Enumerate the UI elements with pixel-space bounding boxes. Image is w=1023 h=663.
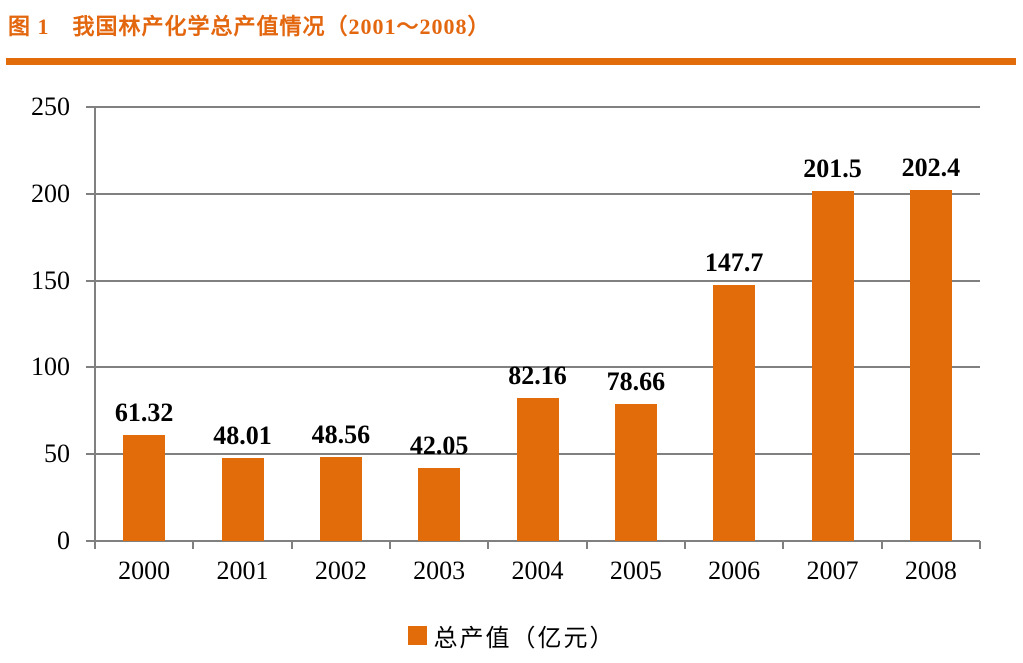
y-tick-100 — [86, 366, 95, 369]
y-axis-tick-label: 100 — [31, 352, 70, 382]
plot-area: 61.32 48.01 48.56 42.05 82.16 78.66 147.7 201.5… — [86, 106, 981, 549]
figure-title: 图 1 我国林产化学总产值情况（2001～2008） — [8, 14, 491, 39]
x-axis-label-2000: 2000 — [118, 556, 171, 585]
x-tick — [880, 541, 883, 549]
y-tick-250 — [86, 106, 95, 108]
x-axis-label-2008: 2008 — [904, 556, 957, 585]
title-rule — [6, 58, 1016, 65]
x-axis-label-2003: 2003 — [413, 556, 466, 585]
gridline-0 — [95, 540, 980, 542]
x-axis-label-2001: 2001 — [216, 556, 269, 585]
gridline-200 — [95, 192, 980, 195]
bar-value-label-2004: 82.16 — [508, 361, 567, 391]
x-tick — [979, 541, 981, 549]
x-axis-label-2004: 2004 — [511, 556, 564, 585]
bar-value-label-2006: 147.7 — [704, 247, 764, 277]
x-axis-label-2002: 2002 — [314, 556, 367, 585]
bar-2007 — [811, 191, 854, 541]
bar-2003 — [418, 468, 461, 541]
bar-value-label-2008: 202.4 — [901, 152, 961, 182]
gridline-250 — [95, 106, 980, 108]
x-axis-label-2006: 2006 — [708, 556, 761, 585]
legend-swatch — [407, 625, 427, 645]
x-tick — [94, 541, 96, 549]
x-tick — [782, 541, 785, 549]
x-axis-label-2005: 2005 — [609, 556, 662, 585]
x-tick — [585, 541, 588, 549]
bar-value-label-2003: 42.05 — [409, 431, 469, 461]
y-tick-150 — [86, 279, 95, 282]
bar-2006 — [713, 284, 756, 541]
bar-value-label-2001: 48.01 — [213, 420, 272, 450]
y-axis-tick-label: 150 — [31, 265, 70, 295]
y-axis-tick-label: 250 — [31, 92, 70, 121]
y-axis-labels: 0 50 100 150 200 250 — [0, 92, 80, 555]
gridline-150 — [95, 279, 980, 282]
bar-value-label-2000: 61.32 — [114, 397, 174, 427]
x-tick — [684, 541, 686, 549]
y-axis-tick-label: 0 — [57, 526, 70, 555]
y-tick-0 — [86, 540, 95, 542]
y-tick-200 — [86, 192, 95, 195]
legend: 总产值（亿元） — [0, 615, 1023, 655]
x-tick — [192, 541, 195, 549]
bar-2002 — [319, 456, 362, 541]
bar-value-label-2005: 78.66 — [606, 367, 666, 397]
bar-2000 — [123, 434, 166, 541]
bar-2005 — [614, 404, 657, 541]
bar-value-label-2002: 48.56 — [311, 419, 371, 449]
x-tick — [389, 541, 391, 549]
bar-value-label-2007: 201.5 — [803, 154, 862, 184]
legend-label: 总产值（亿元） — [433, 625, 616, 652]
y-tick-50 — [86, 453, 95, 456]
y-axis-line — [94, 107, 96, 549]
y-axis-tick-label: 200 — [31, 178, 70, 208]
y-axis-tick-label: 50 — [44, 439, 70, 469]
bar-2008 — [909, 189, 952, 541]
x-tick — [487, 541, 490, 549]
bar-2001 — [221, 457, 264, 541]
gridline-100 — [95, 366, 980, 369]
x-axis-labels: 2000 2001 2002 2003 2004 2005 2006 2007 2008 — [95, 555, 980, 589]
bar-2004 — [516, 398, 559, 541]
x-axis-label-2007: 2007 — [806, 556, 859, 585]
x-tick — [290, 541, 293, 549]
